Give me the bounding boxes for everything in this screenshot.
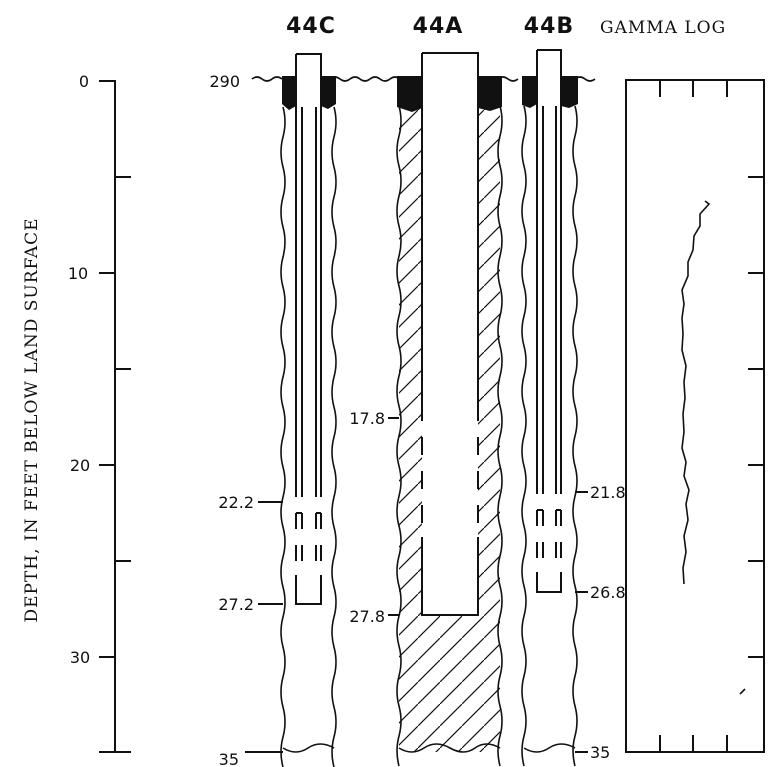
gamma-log-top-ticks [659,80,728,97]
well-44B-screen-top-label: 21.8 [590,483,626,502]
well-44B-left-wall [521,105,527,767]
well-44B-seal-left [522,76,537,108]
depth-axis: 0 10 20 30 DEPTH, IN FEET BELOW LAND SUR… [22,72,131,753]
well-44A-left-wall [396,105,402,767]
well-44B-screen-bottom [536,572,562,593]
well-44B-seal-right [561,76,578,108]
well-44C: 44C 22.2 27.2 35 [218,14,337,767]
well-44A-screen [421,437,479,523]
well-44A-right-wall [497,105,503,767]
well-44A-bottom [398,743,501,753]
well-44A: 44A 17.8 27.8 [349,14,503,767]
well-44B-screen-bottom-label: 26.8 [590,583,626,602]
well-44C-left-wall [280,106,286,767]
well-44A-screen-bottom [421,537,479,616]
gamma-log-bottom-ticks [659,735,728,752]
well-44C-casing [295,53,322,497]
well-44C-title: 44C [286,14,336,39]
depth-tick-label-30: 30 [70,648,90,667]
well-44C-screen-bottom [295,575,322,605]
well-44C-bottom [282,743,335,753]
gamma-log-trace [681,200,711,585]
gamma-log-right-ticks [748,176,764,658]
well-44A-stickup-bg [422,53,478,75]
well-44B-casing [536,49,562,494]
depth-tick-label-0: 0 [79,72,89,91]
well-44B: 44B 21.8 26.8 35 [521,14,626,767]
well-44A-seal-right [478,76,502,111]
well-44C-screen-top-label: 22.2 [218,493,254,512]
well-44C-right-wall [331,106,337,767]
well-44A-title: 44A [413,14,464,39]
depth-axis-title: DEPTH, IN FEET BELOW LAND SURFACE [22,217,42,622]
depth-tick-label-10: 10 [68,264,88,283]
gamma-log-title: GAMMA LOG [600,18,726,38]
well-44A-casing [421,52,479,421]
well-44B-bottom [523,743,576,753]
well-44B-title: 44B [524,14,574,39]
gamma-log-mark [739,688,746,695]
well-44B-screen [536,510,562,558]
well-44C-screen-bottom-label: 27.2 [218,595,254,614]
well-44B-right-wall [572,105,578,767]
well-44C-bottom-depth-label: 35 [219,750,239,767]
surface-elevation-label: 290 [209,72,240,91]
gamma-log-panel: GAMMA LOG [600,18,765,753]
land-surface-line [251,76,596,82]
depth-tick-label-20: 20 [70,456,90,475]
well-44B-bottom-depth-label: 35 [590,743,610,762]
well-44A-screen-top-label: 17.8 [349,409,385,428]
well-44C-seal-right [321,76,336,109]
well-44A-seal-left [397,76,422,112]
gamma-log-frame [625,79,765,753]
well-44C-screen [295,513,322,561]
well-44A-backfill [399,106,500,752]
well-44C-seal-left [282,76,296,110]
well-44A-screen-bottom-label: 27.8 [349,607,385,626]
